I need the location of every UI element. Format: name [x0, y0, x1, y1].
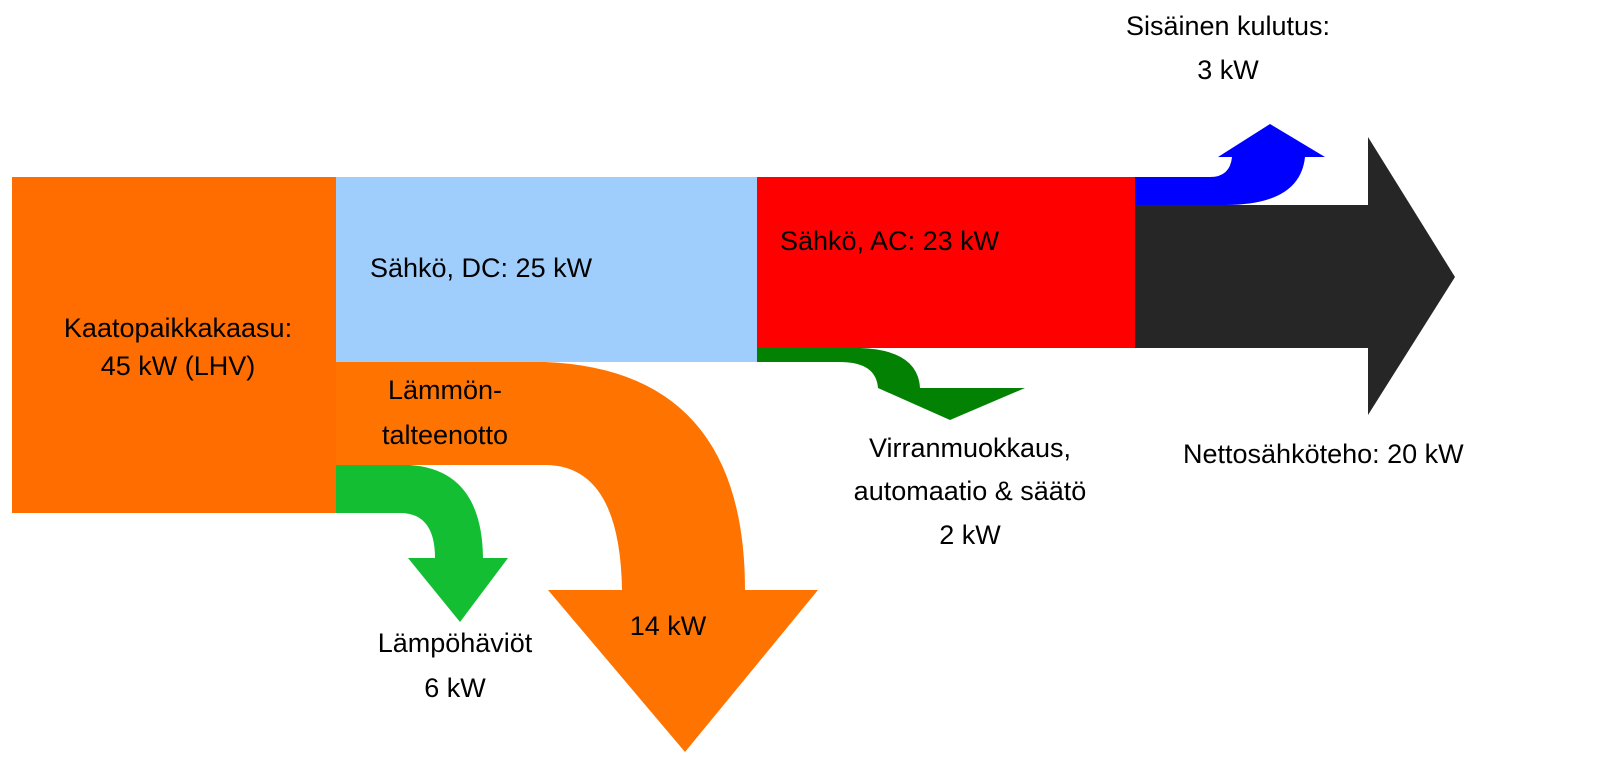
node-label: 6 kW	[424, 673, 486, 703]
node-label: Virranmuokkaus,	[869, 433, 1071, 463]
heat-recovery-flow	[336, 362, 818, 752]
node-label: Sähkö, AC: 23 kW	[780, 226, 1000, 256]
node-label: 2 kW	[939, 520, 1001, 550]
dc-power-block	[336, 177, 757, 362]
conditioning-loss-flow	[757, 348, 1025, 420]
node-label: 14 kW	[630, 611, 707, 641]
ac-power-block	[757, 177, 1135, 348]
node-label: 45 kW (LHV)	[101, 351, 256, 381]
node-label: 3 kW	[1197, 55, 1259, 85]
node-label: Sähkö, DC: 25 kW	[370, 253, 593, 283]
node-label: Lämmön-	[388, 375, 502, 405]
landfill-gas-block	[12, 177, 336, 513]
node-label: automaatio & säätö	[854, 476, 1087, 506]
node-label: Nettosähköteho: 20 kW	[1183, 439, 1464, 469]
node-label: Sisäinen kulutus:	[1126, 11, 1330, 41]
internal-use-flow	[1135, 124, 1325, 205]
net-power-arrow	[1135, 137, 1455, 415]
heat-loss-flow	[336, 465, 508, 622]
labels: Kaatopaikkakaasu: 45 kW (LHV) Sähkö, DC:…	[64, 11, 1464, 703]
node-label: Lämpöhäviöt	[378, 628, 533, 658]
node-label: talteenotto	[382, 420, 508, 450]
node-label: Kaatopaikkakaasu:	[64, 313, 292, 343]
